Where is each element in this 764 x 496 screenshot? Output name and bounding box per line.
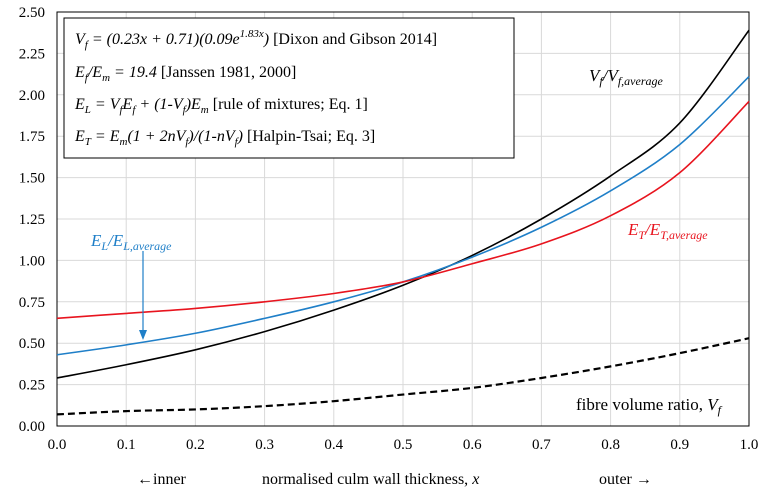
label-et-average: ET/ET,average (627, 220, 708, 242)
equation-el: EL = VfEf + (1-Vf)Em [rule of mixtures; … (74, 96, 368, 116)
label-fibre-volume-ratio: fibre volume ratio, Vf (576, 395, 723, 417)
y-tick-label: 2.50 (19, 5, 45, 21)
x-tick-label: 0.9 (670, 437, 689, 453)
x-tick-label: 0.6 (463, 437, 482, 453)
label-vf-average: Vf/Vf,average (589, 66, 664, 88)
x-tick-label: 0.8 (601, 437, 620, 453)
label-el-average: EL/EL,average (90, 231, 172, 253)
y-tick-label: 0.25 (19, 378, 45, 394)
equations-box: Vf = (0.23x + 0.71)(0.09e1.83x) [Dixon a… (63, 17, 515, 159)
x-tick-label: 0.7 (532, 437, 551, 453)
x-tick-label: 0.0 (48, 437, 67, 453)
y-tick-label: 0.00 (19, 419, 45, 435)
equation-ratio: Ef/Em = 19.4 [Janssen 1981, 2000] (74, 64, 296, 84)
x-tick-label: 0.2 (186, 437, 205, 453)
plot-frame (56, 11, 750, 427)
y-tick-label: 1.25 (19, 212, 45, 228)
x-axis-title: normalised culm wall thickness, x (262, 471, 479, 488)
y-tick-label: 1.00 (19, 253, 45, 269)
x-tick-label: 0.5 (394, 437, 413, 453)
x-tick-label: 0.3 (255, 437, 274, 453)
y-tick-label: 1.50 (19, 171, 45, 187)
y-axis-ticks: 0.00 0.25 0.50 0.75 1.00 1.25 1.50 1.75 2.00 2.25… (19, 5, 45, 435)
series-vf-average-line (56, 29, 750, 379)
y-tick-label: 0.50 (19, 336, 45, 352)
y-tick-label: 2.25 (19, 46, 45, 62)
equations-box-frame (63, 17, 515, 159)
x-tick-label: 0.1 (117, 437, 136, 453)
x-axis-inner-label: ←inner (137, 471, 187, 488)
y-tick-label: 0.75 (19, 295, 45, 311)
x-axis-ticks: 0.0 0.1 0.2 0.3 0.4 0.5 0.6 0.7 0.8 0.9 1.0 (48, 437, 759, 453)
series-layer (56, 29, 750, 416)
equation-vf: Vf = (0.23x + 0.71)(0.09e1.83x) [Dixon a… (75, 28, 437, 51)
x-tick-label: 1.0 (740, 437, 759, 453)
x-axis-outer-label: outer → (599, 471, 652, 488)
y-tick-label: 2.00 (19, 88, 45, 104)
series-fibre-volume-ratio-line (56, 337, 750, 416)
el-pointer-arrow (139, 251, 147, 340)
series-et-average-line (56, 100, 750, 320)
x-tick-label: 0.4 (324, 437, 343, 453)
y-tick-label: 1.75 (19, 129, 45, 145)
equation-et: ET = Em(1 + 2nVf)/(1-nVf) [Halpin-Tsai; … (74, 128, 375, 148)
